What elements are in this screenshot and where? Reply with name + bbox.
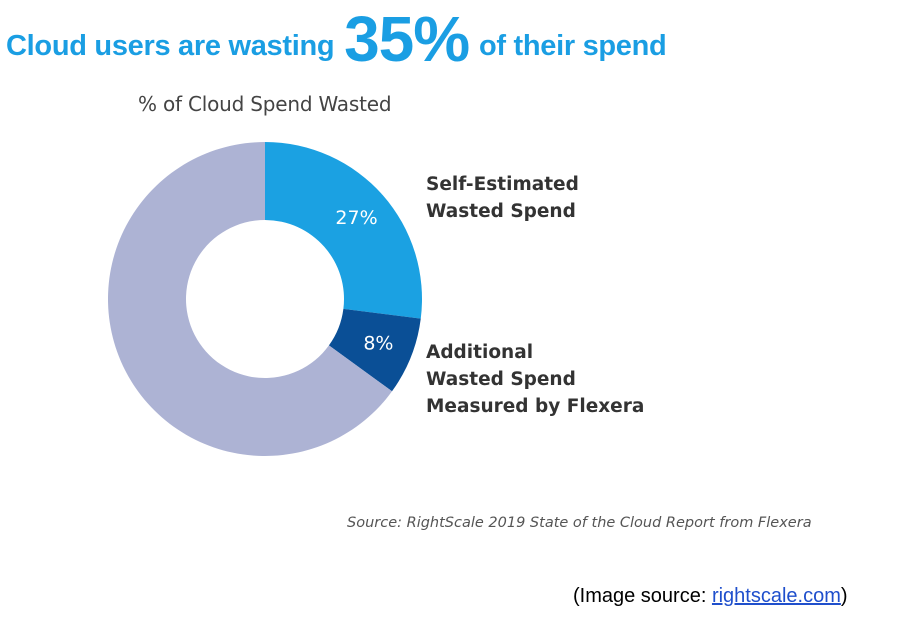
image-source-prefix: (Image source: [573,585,712,607]
image-source: (Image source: rightscale.com) [573,585,848,608]
data-label-additional: 8% [363,332,393,354]
legend-label-line: Additional [426,342,534,363]
rightscale-link[interactable]: rightscale.com [711,585,841,607]
legend-label-line: Wasted Spend [426,369,576,390]
legend-label-line: Measured by Flexera [426,396,645,417]
headline-prefix: Cloud users are wasting [6,30,335,62]
donut-slice-self-estimated [265,142,422,319]
image-source-suffix: ) [840,585,848,607]
legend-label-line: Self-Estimated [426,174,579,195]
donut-slice-remaining [108,142,393,456]
data-label-self-estimated: 27% [335,207,377,229]
headline-suffix: of their spend [478,30,667,62]
legend-label-line: Wasted Spend [426,201,576,222]
donut-slice-additional [328,308,421,392]
chart-title: % of Cloud Spend Wasted [138,92,392,116]
source-note: Source: RightScale 2019 State of the Clo… [347,515,812,531]
headline-highlight: 35% [344,3,470,75]
headline: Cloud users are wasting 35% of their spe… [6,2,667,76]
legend-label-additional: Additional Wasted Spend Measured by Flex… [426,339,644,420]
legend-label-self-estimated: Self-Estimated Wasted Spend [426,171,579,225]
